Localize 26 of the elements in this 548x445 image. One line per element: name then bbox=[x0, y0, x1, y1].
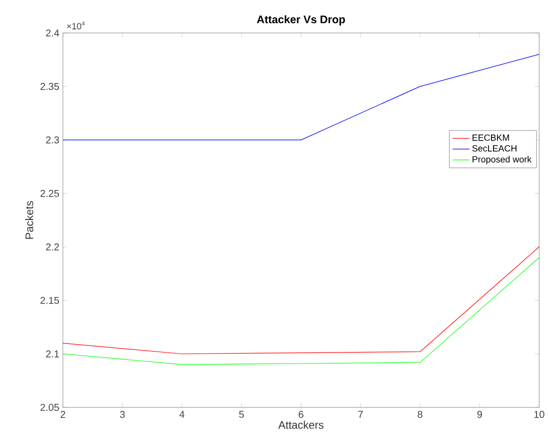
y-tick-label: 2.3 bbox=[46, 136, 59, 144]
line-series bbox=[62, 257, 540, 365]
line-series bbox=[62, 246, 540, 354]
x-tick-label: 7 bbox=[358, 410, 363, 418]
y-tick-label: 2.35 bbox=[40, 82, 59, 90]
x-tick-label: 4 bbox=[179, 410, 184, 418]
x-tick-label: 9 bbox=[477, 410, 482, 418]
x-tick-label: 10 bbox=[534, 410, 544, 418]
y-tick-label: 2.1 bbox=[46, 350, 59, 358]
x-tick-label: 5 bbox=[239, 410, 244, 418]
x-tick-label: 6 bbox=[298, 410, 304, 418]
x-tick-label: 3 bbox=[120, 410, 125, 418]
chart-title: Attacker Vs Drop bbox=[256, 15, 345, 26]
y-tick-label: 2.05 bbox=[40, 404, 59, 411]
text: ×10$^{4}$ bbox=[67, 21, 85, 30]
legend-label: SecLEACH bbox=[472, 145, 516, 152]
y-tick-label: 2.4 bbox=[46, 29, 60, 36]
x-tick-label: 8 bbox=[418, 410, 422, 418]
x-axis-title: Attackers bbox=[278, 420, 324, 429]
x-tick-label: 2 bbox=[60, 410, 66, 418]
y-tick-label: 2.25 bbox=[40, 190, 59, 197]
y-tick-label: 2.15 bbox=[40, 296, 59, 304]
y-tick-label: 2.2 bbox=[46, 243, 59, 250]
legend-label: Proposed work bbox=[472, 156, 532, 164]
legend-label: EECBKM bbox=[472, 134, 509, 141]
y-axis-title: Packets bbox=[25, 200, 34, 239]
